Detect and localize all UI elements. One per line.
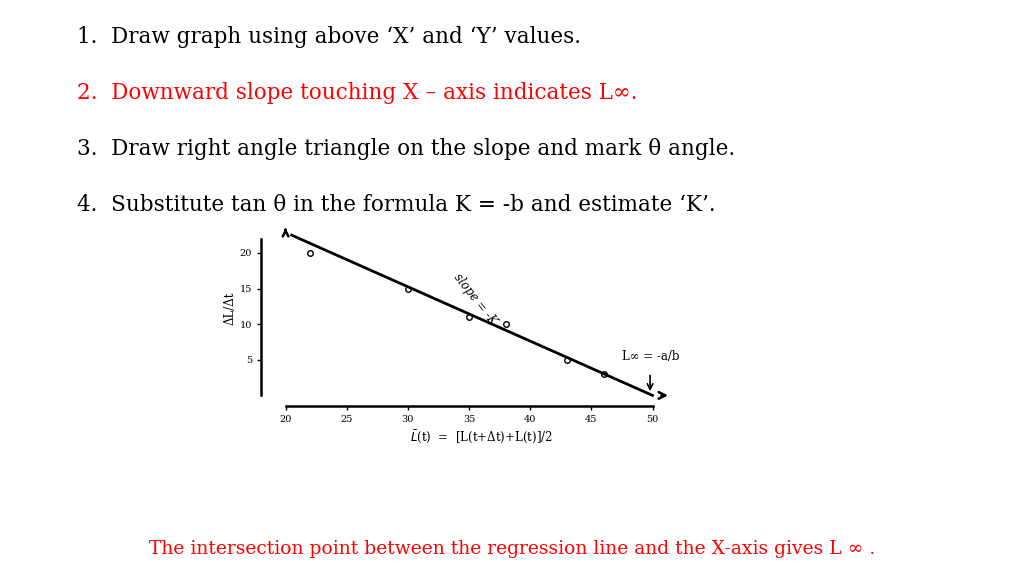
Text: 1.  Draw graph using above ‘X’ and ‘Y’ values.: 1. Draw graph using above ‘X’ and ‘Y’ va… [77,26,581,48]
Text: L∞ = -a/b: L∞ = -a/b [622,350,680,363]
X-axis label: $\bar{L}$(t)  =  [L(t+Δt)+L(t)]/2: $\bar{L}$(t) = [L(t+Δt)+L(t)]/2 [410,429,553,445]
Text: The intersection point between the regression line and the X-axis gives L ∞ .: The intersection point between the regre… [148,540,876,558]
Y-axis label: ΔL/Δt: ΔL/Δt [224,291,237,325]
Text: 3.  Draw right angle triangle on the slope and mark θ angle.: 3. Draw right angle triangle on the slop… [77,138,735,160]
Text: 4.  Substitute tan θ in the formula K = -b and estimate ‘K’.: 4. Substitute tan θ in the formula K = -… [77,194,716,215]
Text: slope = -K: slope = -K [452,271,500,328]
Text: 2.  Downward slope touching X – axis indicates L∞.: 2. Downward slope touching X – axis indi… [77,82,637,104]
